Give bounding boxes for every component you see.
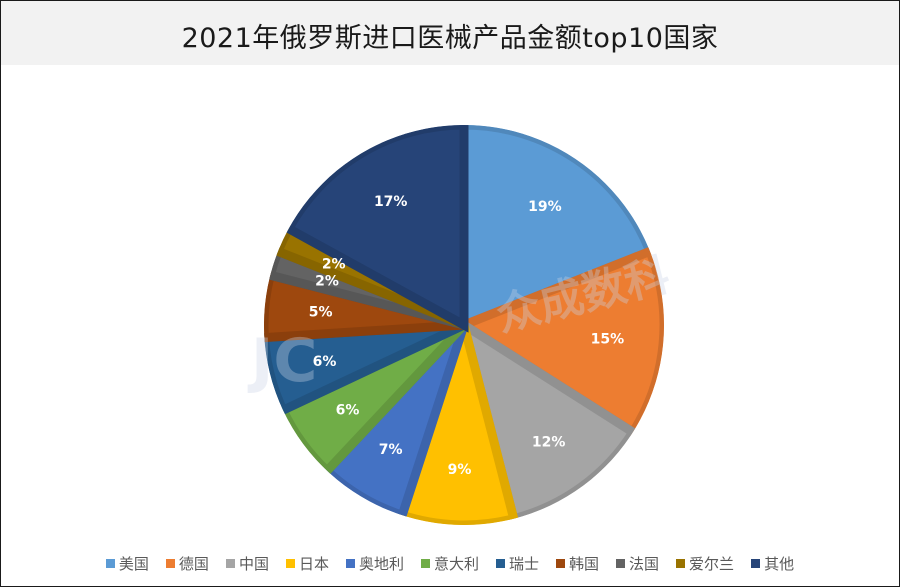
watermark-logo: JC (247, 326, 317, 396)
slice-value-label: 6% (313, 354, 337, 370)
slice-value-label: 19% (528, 199, 562, 215)
legend-swatch-icon (676, 558, 686, 568)
legend-swatch-icon (420, 558, 430, 568)
legend-swatch-icon (556, 558, 566, 568)
pie-slice-1[interactable] (459, 125, 656, 332)
legend-item[interactable]: 爱尔兰 (676, 553, 734, 574)
legend-swatch-icon (285, 558, 295, 568)
pie-slice-11[interactable] (282, 125, 469, 333)
legend-item[interactable]: 韩国 (556, 553, 599, 574)
pie-slice-2[interactable] (454, 245, 664, 439)
legend-swatch-icon (616, 558, 626, 568)
legend-swatch-icon (345, 558, 355, 568)
legend-label: 瑞士 (509, 554, 540, 573)
pie-slice-3[interactable] (456, 315, 640, 525)
legend-label: 德国 (178, 554, 209, 573)
slice-value-label: 17% (374, 194, 408, 210)
slice-value-label: 5% (309, 304, 333, 320)
legend-swatch-icon (751, 558, 761, 568)
chart-title: 2021年俄罗斯进口医械产品金额top10国家 (181, 22, 719, 54)
slice-value-label: 9% (448, 462, 472, 478)
legend-swatch-icon (105, 558, 115, 568)
slice-value-label: 7% (379, 442, 403, 458)
slice-value-label: 6% (336, 403, 360, 419)
legend-swatch-icon (165, 558, 175, 568)
slice-value-label: 2% (322, 257, 346, 273)
legend-item[interactable]: 奥地利 (345, 553, 404, 574)
legend-label: 韩国 (569, 554, 600, 573)
legend-label: 美国 (118, 554, 149, 573)
slice-value-label: 2% (315, 274, 339, 290)
pie-data-labels: 19% 15% 12% 9% 7% 6% 6% 5% 2%2% 17% (309, 194, 624, 478)
legend-label: 意大利 (433, 554, 479, 573)
legend-item[interactable]: 意大利 (420, 553, 479, 574)
slice-value-label: 12% (532, 434, 566, 450)
legend-item[interactable]: 瑞士 (496, 553, 539, 574)
legend-label: 奥地利 (358, 554, 404, 573)
legend-item[interactable]: 美国 (105, 553, 149, 574)
legend-swatch-icon (496, 558, 505, 568)
legend-item[interactable]: 德国 (165, 553, 209, 574)
legend-item[interactable]: 日本 (285, 553, 329, 574)
legend-item[interactable]: 法国 (616, 553, 659, 574)
title-band: 2021年俄罗斯进口医械产品金额top10国家 (1, 1, 899, 65)
legend-label: 法国 (629, 554, 660, 573)
legend-label: 中国 (238, 554, 269, 573)
legend-label: 日本 (298, 554, 329, 573)
legend-item[interactable]: 其他 (751, 553, 794, 574)
slice-value-label: 15% (591, 332, 625, 348)
legend-swatch-icon (225, 558, 235, 568)
chart-legend: 美国 德国 中国 日本 奥地利 意大利 瑞士 韩国 法国 爱尔兰 其他 (1, 550, 899, 576)
legend-label: 爱尔兰 (689, 554, 735, 573)
legend-label: 其他 (764, 554, 795, 573)
legend-item[interactable]: 中国 (225, 553, 269, 574)
